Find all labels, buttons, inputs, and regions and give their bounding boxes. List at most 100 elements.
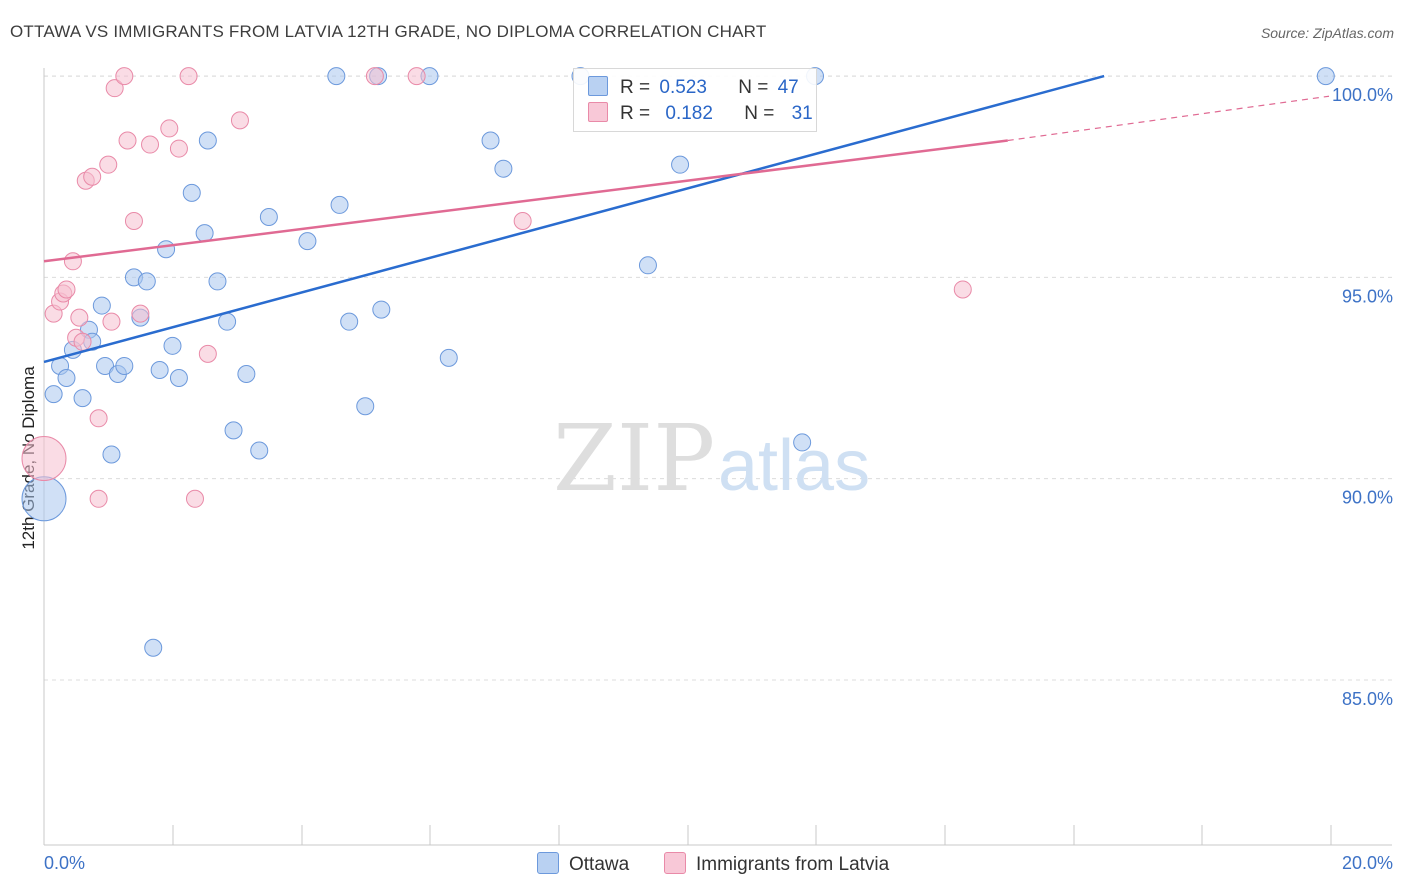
x-tick-label: 0.0% (44, 853, 85, 873)
ottawa-point (671, 155, 690, 174)
chart-title: OTTAWA VS IMMIGRANTS FROM LATVIA 12TH GR… (10, 22, 767, 41)
latvia-point (513, 212, 532, 231)
ottawa-point (92, 296, 111, 315)
series-legend: Ottawa Immigrants from Latvia (0, 852, 1406, 878)
stats-row-ottawa: R = 0.523 N = 47 (588, 76, 799, 100)
ottawa-point (793, 433, 812, 452)
latvia-point (89, 409, 108, 428)
ottawa-trend-line (43, 74, 1105, 364)
ottawa-point (372, 300, 391, 319)
latvia-point (407, 67, 426, 86)
legend-item-ottawa[interactable]: Ottawa (537, 852, 629, 876)
ottawa-point (96, 356, 115, 375)
ottawa-point (237, 365, 256, 383)
ottawa-legend-swatch (537, 852, 559, 874)
ottawa-point (195, 224, 214, 243)
ottawa-point (224, 421, 243, 440)
latvia-point (102, 312, 121, 331)
ottawa-point (481, 131, 500, 150)
legend-label-ottawa: Ottawa (569, 854, 630, 875)
latvia-legend-swatch (664, 852, 686, 874)
latvia-point (70, 308, 89, 327)
ottawa-point (44, 385, 63, 404)
n-value-latvia: 31 (791, 103, 813, 124)
n-value-ottawa: 47 (777, 77, 799, 98)
ottawa-point (340, 312, 359, 331)
latvia-point (57, 280, 76, 299)
y-tick-label: 85.0% (1342, 689, 1393, 709)
latvia-point (105, 79, 124, 98)
ottawa-point (73, 389, 92, 408)
ottawa-point (144, 638, 163, 657)
watermark-atlas: atlas (718, 426, 870, 506)
ottawa-point (157, 240, 176, 259)
trend-layer (43, 74, 1330, 364)
latvia-point (21, 436, 67, 482)
legend-label-latvia: Immigrants from Latvia (696, 854, 890, 875)
latvia-point (230, 111, 249, 130)
ottawa-point (250, 441, 269, 460)
latvia-swatch (588, 102, 608, 122)
latvia-point (89, 489, 108, 508)
r-label: R = (620, 103, 651, 124)
latvia-point (118, 131, 137, 150)
r-label: R = (620, 77, 651, 98)
ottawa-point (218, 312, 237, 331)
latvia-point (179, 67, 198, 86)
stats-legend: R = 0.523 N = 47 R = 0.182 N = 31 (573, 68, 817, 132)
ottawa-point (330, 195, 349, 214)
legend-item-latvia[interactable]: Immigrants from Latvia (664, 852, 889, 876)
source-label: Source: ZipAtlas.com (1260, 25, 1394, 41)
r-value-ottawa: 0.523 (659, 77, 707, 98)
latvia-trend-line (43, 139, 1008, 263)
latvia-point (365, 67, 384, 86)
r-value-latvia: 0.182 (665, 103, 713, 124)
points-layer (21, 67, 1335, 657)
ottawa-point (102, 445, 121, 464)
ottawa-point (356, 397, 375, 416)
latvia-point (169, 139, 188, 158)
latvia-point (115, 67, 134, 86)
latvia-point (83, 167, 102, 186)
latvia-point (73, 332, 92, 351)
x-tick-label: 20.0% (1342, 853, 1393, 873)
ottawa-point (1316, 67, 1335, 86)
latvia-point (185, 489, 204, 508)
y-tick-label: 95.0% (1342, 286, 1393, 306)
y-tick-label: 100.0% (1332, 85, 1393, 105)
latvia-point (99, 155, 118, 174)
latvia-point (63, 252, 82, 271)
ottawa-point (439, 348, 458, 367)
ottawa-point (259, 208, 278, 226)
ottawa-point (57, 369, 76, 388)
ottawa-point (494, 159, 513, 178)
ottawa-point (298, 232, 317, 251)
ottawa-point (169, 369, 188, 388)
n-label: N = (744, 103, 775, 124)
n-label: N = (738, 77, 769, 98)
ottawa-point (208, 272, 227, 291)
ottawa-point (182, 183, 201, 202)
ottawa-point (137, 272, 156, 291)
ottawa-point (150, 360, 169, 379)
ottawa-swatch (588, 76, 608, 96)
watermark-zip: ZIP (553, 405, 715, 512)
ottawa-point (21, 476, 67, 522)
ottawa-point (198, 131, 217, 150)
latvia-point (141, 135, 160, 154)
latvia-point (953, 280, 972, 299)
stats-row-latvia: R = 0.182 N = 31 (588, 102, 813, 126)
latvia-point (124, 212, 143, 231)
latvia-point (131, 304, 150, 323)
y-tick-label: 90.0% (1342, 488, 1393, 508)
latvia-point (160, 119, 179, 138)
ottawa-point (638, 256, 657, 275)
watermark: ZIP atlas (553, 405, 870, 512)
tick-label-layer: 85.0% 90.0% 95.0% 100.0% 0.0% 20.0% (44, 85, 1393, 873)
latvia-trend-extension (1007, 95, 1330, 142)
ottawa-point (327, 67, 346, 86)
ottawa-point (115, 356, 134, 375)
ottawa-point (163, 336, 182, 355)
latvia-point (198, 344, 217, 363)
